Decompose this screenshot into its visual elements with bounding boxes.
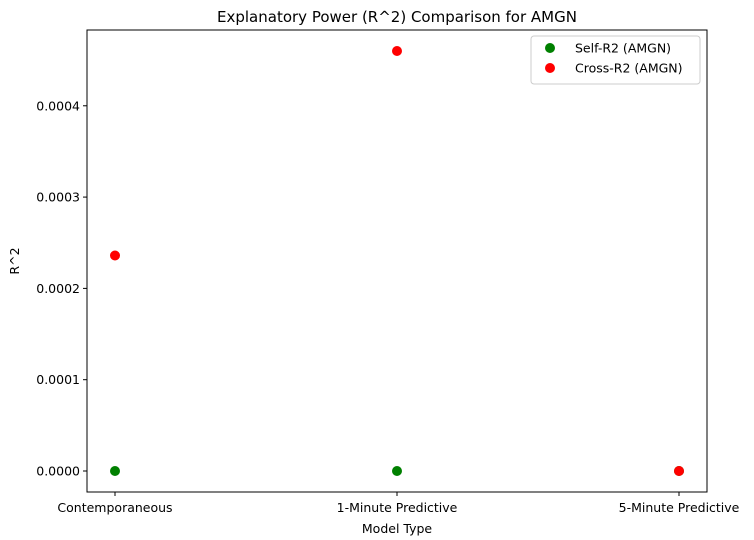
- legend-label: Self-R2 (AMGN): [575, 41, 671, 56]
- data-point: [110, 466, 120, 476]
- y-tick-label: 0.0004: [36, 98, 80, 113]
- x-axis: Contemporaneous 1-Minute Predictive 5-Minu…: [57, 492, 740, 515]
- legend-marker: [545, 43, 555, 53]
- legend-box: [530, 35, 701, 85]
- data-point: [110, 250, 120, 261]
- data-points: [110, 46, 684, 476]
- legend-marker: [545, 63, 555, 73]
- data-point: [674, 466, 684, 476]
- x-tick-label: Contemporaneous: [57, 500, 172, 515]
- axes-frame: [86, 29, 708, 493]
- y-tick-label: 0.0001: [36, 372, 80, 387]
- chart-title: Explanatory Power (R^2) Comparison for A…: [217, 8, 577, 26]
- x-tick-label: 5-Minute Predictive: [619, 500, 740, 515]
- data-point: [392, 466, 402, 476]
- x-tick-label: 1-Minute Predictive: [337, 500, 458, 515]
- legend-label: Cross-R2 (AMGN): [575, 61, 683, 76]
- y-axis-label: R^2: [7, 247, 22, 274]
- y-tick-label: 0.0003: [36, 190, 80, 205]
- y-tick-label: 0.0000: [36, 464, 80, 479]
- x-axis-label: Model Type: [362, 521, 433, 536]
- y-axis: 0.0000 0.0001 0.0002 0.0003 0.0004: [36, 98, 87, 479]
- y-tick-label: 0.0002: [36, 281, 80, 296]
- legend: Self-R2 (AMGN) Cross-R2 (AMGN): [530, 35, 701, 85]
- data-point: [392, 46, 402, 56]
- plot-area: [86, 29, 708, 493]
